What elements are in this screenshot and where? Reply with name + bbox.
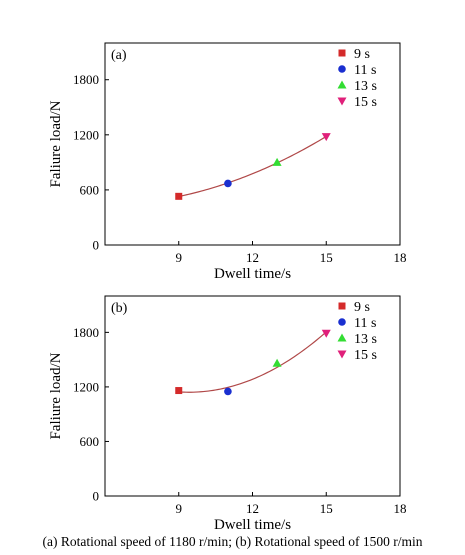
data-point-11-s: [224, 179, 232, 188]
x-tick-label: 15: [320, 501, 333, 516]
x-tick-label: 9: [176, 250, 183, 265]
panel-a: 9 12 15 18 0 600 1200 1800 Dwell time/s Faliure l…: [48, 42, 407, 282]
x-tick-label: 18: [394, 250, 407, 265]
legend-marker: [337, 80, 347, 89]
x-axis-label: Dwell time/s: [214, 517, 291, 533]
legend-marker: [338, 302, 346, 310]
y-axis-label: Faliure load/N: [48, 352, 64, 439]
x-tick-label: 12: [246, 501, 259, 516]
legend-marker: [338, 318, 346, 326]
figure-caption: (a) Rotational speed of 1180 r/min; (b) …: [42, 534, 423, 549]
data-point-13-s: [272, 358, 282, 367]
x-tick-label: 15: [320, 250, 333, 265]
y-tick-label: 0: [93, 489, 100, 504]
data-point-13-s: [272, 157, 282, 166]
data-point-9-s: [175, 387, 183, 395]
legend-label: 11 s: [354, 316, 376, 331]
data-point-15-s: [321, 329, 331, 338]
legend-marker: [337, 350, 347, 359]
y-tick-label: 1800: [73, 325, 99, 340]
y-axis-label: Faliure load/N: [48, 100, 64, 187]
y-tick-label: 1200: [73, 379, 99, 394]
legend-label: 15 s: [354, 95, 377, 110]
y-tick-label: 1800: [73, 72, 99, 87]
panel-label: (a): [111, 48, 127, 63]
figure: 9 12 15 18 0 600 1200 1800 Dwell time/s Faliure l…: [48, 42, 407, 533]
x-axis-label: Dwell time/s: [214, 266, 291, 282]
y-tick-label: 600: [80, 182, 100, 197]
legend-label: 15 s: [354, 348, 377, 363]
x-tick-label: 12: [246, 250, 259, 265]
x-tick-label: 9: [176, 501, 183, 516]
y-tick-label: 0: [93, 238, 100, 253]
y-tick-label: 1200: [73, 127, 99, 142]
legend-marker: [338, 49, 346, 57]
legend-marker: [338, 65, 346, 73]
x-tick-label: 18: [394, 501, 407, 516]
legend-marker: [337, 97, 347, 106]
data-point-11-s: [224, 387, 232, 396]
data-point-9-s: [175, 192, 183, 200]
panel-label: (b): [111, 301, 128, 316]
legend-label: 9 s: [354, 47, 370, 62]
legend-label: 11 s: [354, 63, 376, 78]
data-point-15-s: [321, 133, 331, 142]
panel-b: 9 12 15 18 0 600 1200 1800 Dwell time/s Faliure l…: [48, 295, 407, 533]
legend-marker: [337, 333, 347, 342]
fit-curve: [178, 331, 327, 393]
legend-label: 9 s: [354, 300, 370, 315]
legend-label: 13 s: [354, 79, 377, 94]
legend-label: 13 s: [354, 332, 377, 347]
y-tick-label: 600: [80, 434, 100, 449]
fit-curve: [178, 135, 327, 198]
